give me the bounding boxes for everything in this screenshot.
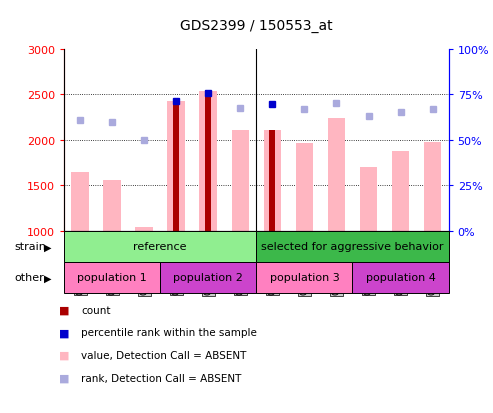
Bar [264,131,281,231]
Text: ■: ■ [59,328,70,337]
Text: percentile rank within the sample: percentile rank within the sample [81,328,257,337]
Text: GDS2399 / 150553_at: GDS2399 / 150553_at [180,19,333,33]
Bar [256,262,352,293]
Bar [269,131,276,231]
Bar [104,180,121,231]
Bar [200,92,217,231]
Text: rank, Detection Call = ABSENT: rank, Detection Call = ABSENT [81,373,242,383]
Bar [360,168,377,231]
Text: population 1: population 1 [77,273,147,283]
Bar [160,262,256,293]
Bar [424,142,441,231]
Bar [352,262,449,293]
Bar [168,101,185,231]
Text: ■: ■ [59,350,70,360]
Text: population 2: population 2 [174,273,243,283]
Bar [173,102,179,231]
Text: value, Detection Call = ABSENT: value, Detection Call = ABSENT [81,350,246,360]
Bar [296,144,313,231]
Bar [64,231,256,262]
Text: population 4: population 4 [366,273,435,283]
Text: other: other [15,273,44,283]
Bar [136,228,153,231]
Text: population 3: population 3 [270,273,339,283]
Bar [205,90,211,231]
Text: ■: ■ [59,305,70,315]
Bar [232,131,249,231]
Text: count: count [81,305,111,315]
Text: strain: strain [15,242,47,252]
Bar [256,231,449,262]
Text: ▶: ▶ [44,273,52,283]
Text: selected for aggressive behavior: selected for aggressive behavior [261,242,444,252]
Bar [328,119,345,231]
Text: reference: reference [134,242,187,252]
Bar [392,151,409,231]
Bar [64,262,160,293]
Text: ▶: ▶ [44,242,52,252]
Text: ■: ■ [59,373,70,383]
Bar [71,172,89,231]
